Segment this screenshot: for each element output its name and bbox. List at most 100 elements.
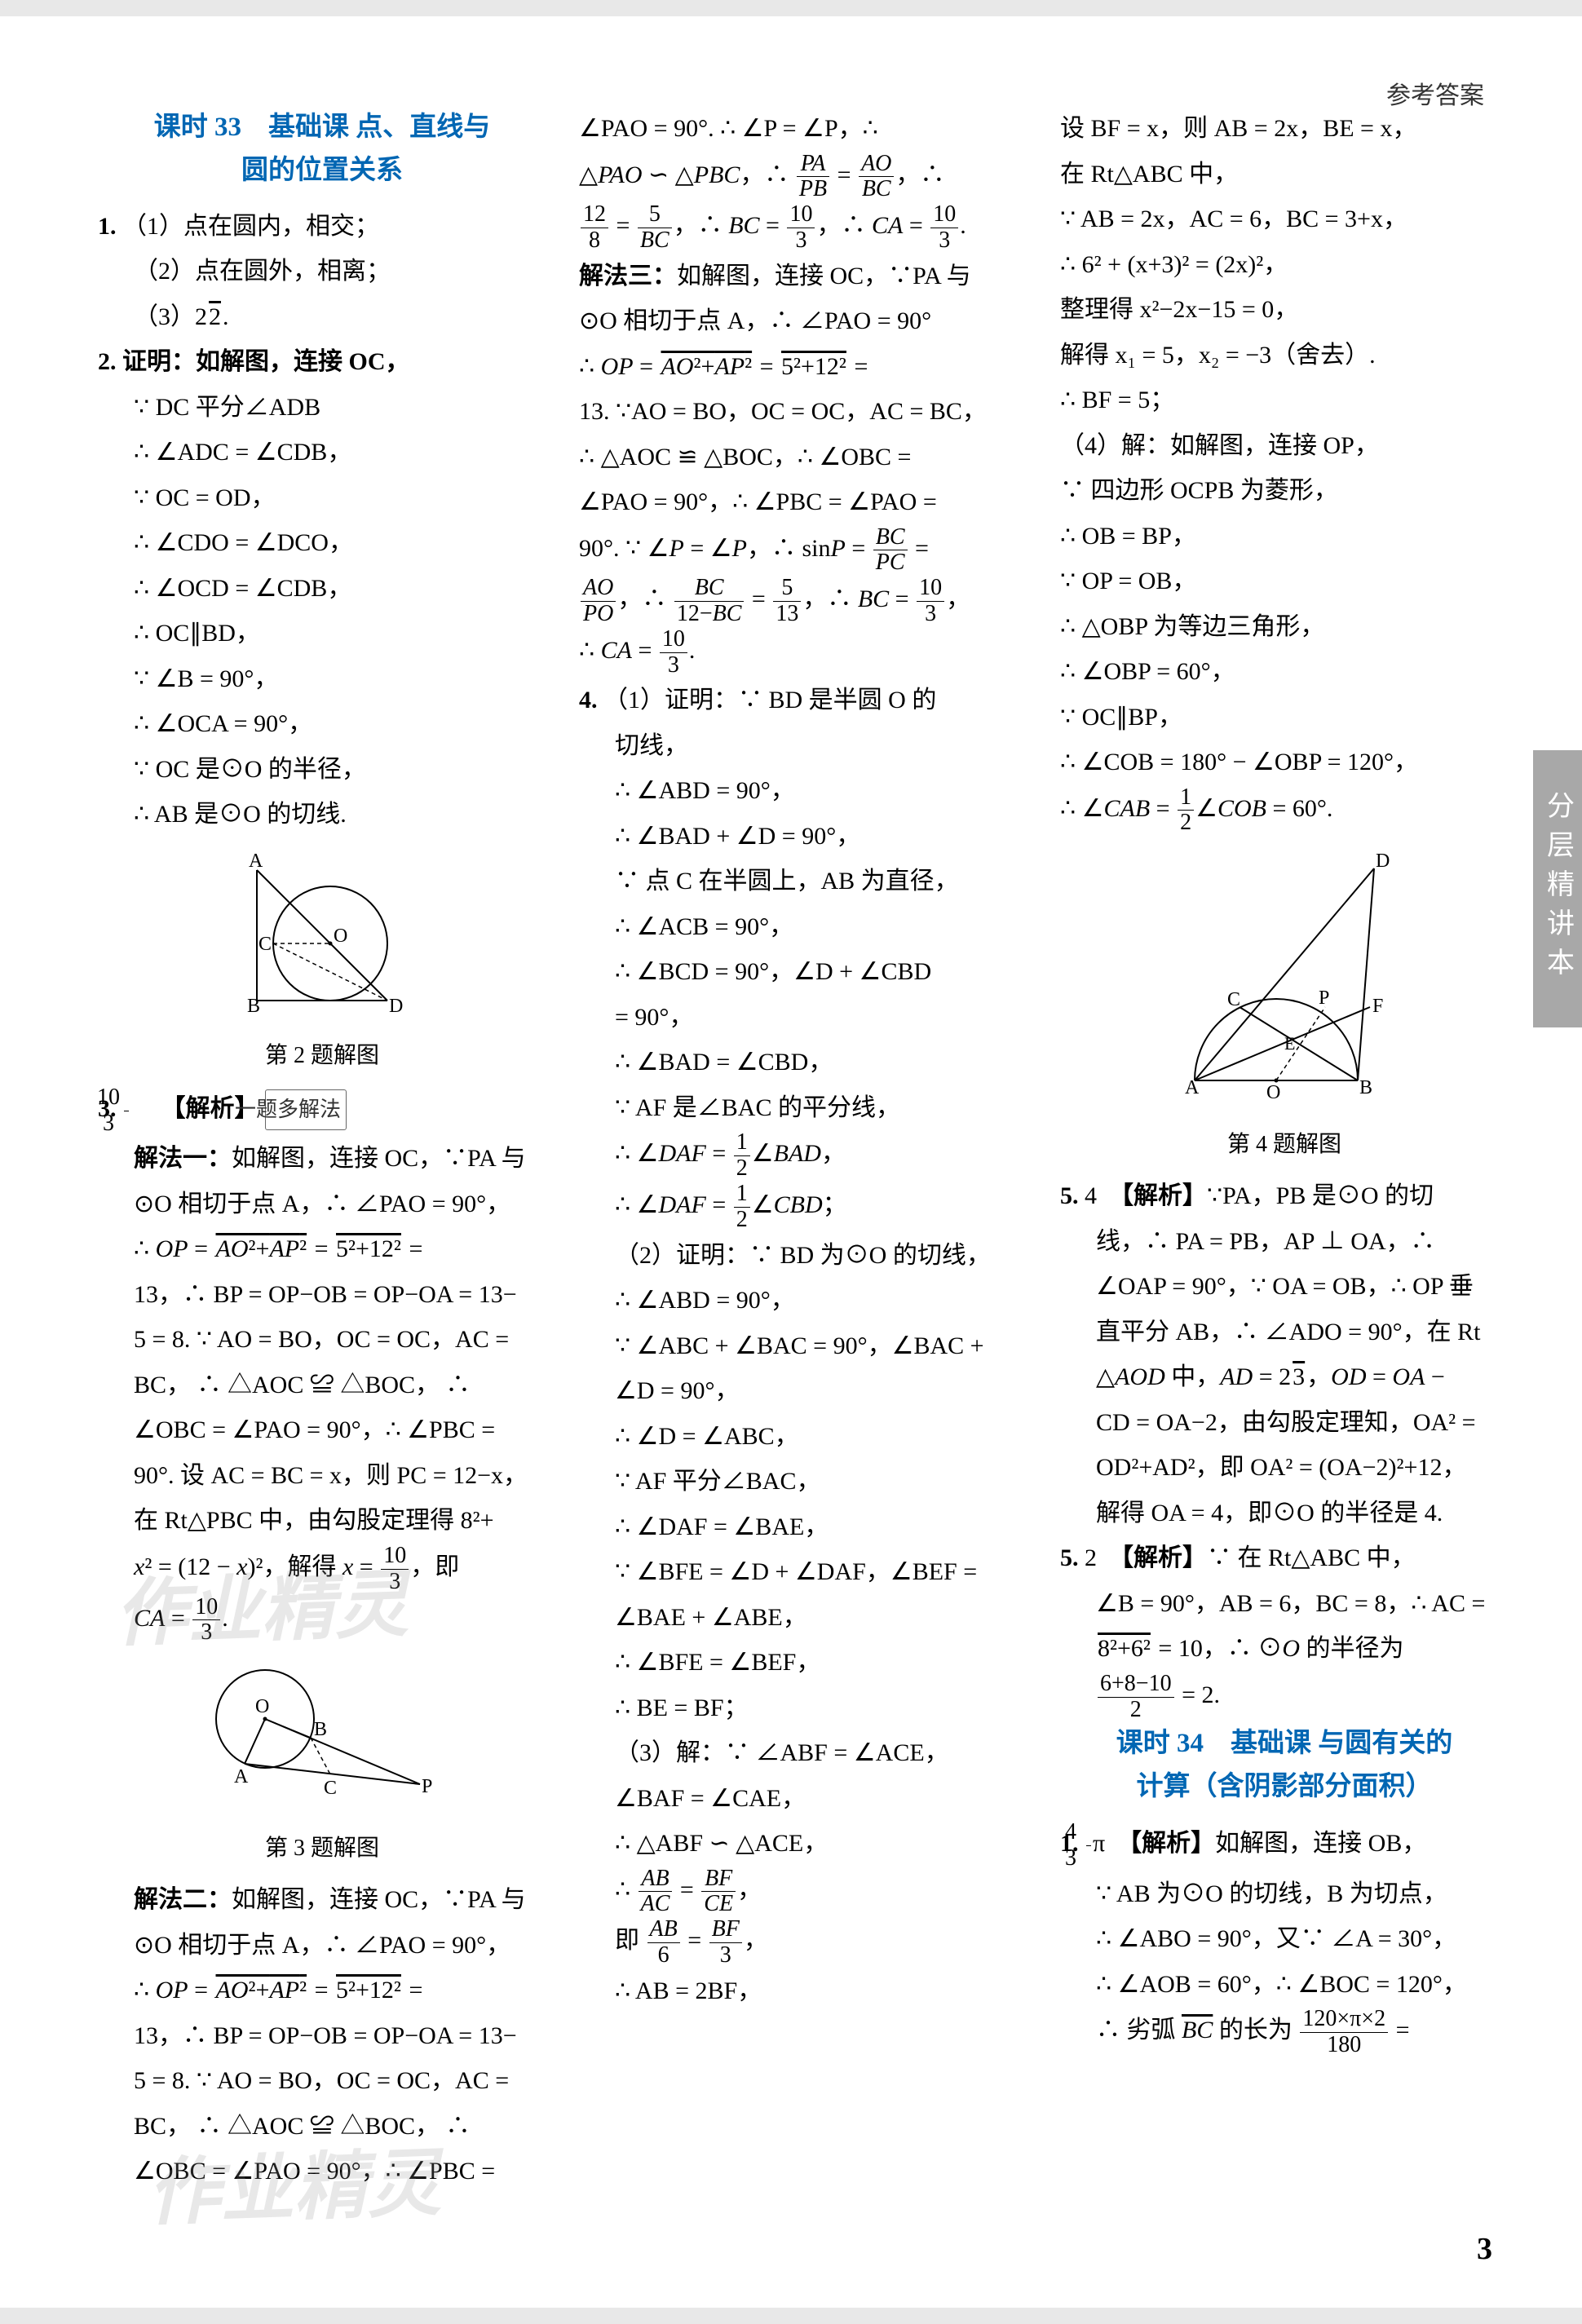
svg-text:B: B xyxy=(247,996,260,1017)
text: ∵ 点 C 在半圆上，AB 为直径， xyxy=(579,859,1027,904)
text: ∴ OP = AO²+AP² = 5²+12² = xyxy=(98,1226,546,1272)
figure-2: A B C D O 第 2 题解图 xyxy=(98,846,546,1077)
text: 切线， xyxy=(579,723,1027,769)
text: ∴ AB 是⊙O 的切线. xyxy=(98,792,546,837)
text: ∴ △OBP 为等边三角形， xyxy=(1060,604,1509,650)
text: ∴ △ABF ∽ △ACE， xyxy=(579,1821,1027,1867)
text: （2）点在圆外，相离； xyxy=(98,249,546,294)
svg-text:B: B xyxy=(314,1719,327,1740)
text: ∴ ∠D = ∠ABC， xyxy=(579,1414,1027,1460)
text: （4）解：如解图，连接 OP， xyxy=(1060,423,1509,469)
text: ∴ OP = AO²+AP² = 5²+12² = xyxy=(579,344,1027,390)
title-line: 计算（含阴影部分面积） xyxy=(1137,1772,1433,1801)
text: 解得 x₁ = 5，x₂ = −3（舍去）. xyxy=(1060,333,1509,378)
method-head: 解法一： xyxy=(134,1145,232,1172)
item: 1. （1）点在圆内，相交； xyxy=(98,204,546,250)
text: ∵ ∠ABC + ∠BAC = 90°，∠BAC + xyxy=(579,1323,1027,1369)
text: ∵ AB = 2x，AC = 6，BC = 3+x， xyxy=(1060,197,1509,242)
text: ∵ OC 是⊙O 的半径， xyxy=(98,747,546,793)
svg-text:F: F xyxy=(1372,996,1383,1017)
text: 6+8−102 = 2. xyxy=(1060,1672,1509,1723)
text: 线，∴ PA = PB，AP ⊥ OA，∴ xyxy=(1060,1219,1509,1265)
text: ∵ AB 为⊙O 的切线，B 为切点， xyxy=(1060,1871,1509,1917)
text: 13，∴ BP = OP−OB = OP−OA = 13− xyxy=(98,1272,546,1318)
method-head: 解法二： xyxy=(134,1886,232,1913)
title-line: 课时 33 基础课 点、直线与 xyxy=(154,113,491,142)
text: ∵ OP = OB， xyxy=(1060,559,1509,604)
text: 8²+6² = 10，∴ ⊙O 的半径为 xyxy=(1060,1626,1509,1672)
text: ∴ ∠OCD = ∠CDB， xyxy=(98,566,546,612)
content-columns: 课时 33 基础课 点、直线与 圆的位置关系 1. （1）点在圆内，相交； （2… xyxy=(98,106,1517,2194)
text: ∠BAE + ∠ABE， xyxy=(579,1595,1027,1641)
svg-text:P: P xyxy=(1319,987,1329,1009)
text: ∴ OC∥BD， xyxy=(98,611,546,656)
text: ∵ 四边形 OCPB 为菱形， xyxy=(1060,468,1509,514)
column-2: ∠PAO = 90°. ∴ ∠P = ∠P，∴ △PAO ∽ △PBC，∴ PA… xyxy=(579,106,1027,2194)
text: （3）22. xyxy=(98,294,546,340)
tag: 【解析】 xyxy=(1121,1544,1207,1571)
text: ∴ ∠DAF = 12∠BAD， xyxy=(579,1130,1027,1182)
svg-text:D: D xyxy=(1376,851,1390,872)
text: ∴ ∠CDO = ∠DCO， xyxy=(98,520,546,566)
text: 如解图，连接 OC，∵PA 与 xyxy=(232,1886,526,1913)
svg-text:A: A xyxy=(1185,1077,1200,1098)
fig-caption: 第 2 题解图 xyxy=(98,1035,546,1077)
section-33-title: 课时 33 基础课 点、直线与 圆的位置关系 xyxy=(98,106,546,192)
tag: 【解析】 xyxy=(1129,1830,1215,1857)
text: ∴ CA = 103. xyxy=(579,627,1027,678)
text: BC， ∴ △AOC ≌ △BOC， ∴ xyxy=(98,2104,546,2149)
text: ∴ ∠COB = 180° − ∠OBP = 120°， xyxy=(1060,740,1509,785)
text: ∴ 6² + (x+3)² = (2x)²， xyxy=(1060,242,1509,288)
text: ∴ OP = AO²+AP² = 5²+12² = xyxy=(98,1968,546,2013)
text: 90°. ∵ ∠P = ∠P，∴ sinP = BCPC = xyxy=(579,525,1027,577)
svg-text:C: C xyxy=(1227,989,1240,1010)
text: ∵ ∠BFE = ∠D + ∠DAF，∠BEF = xyxy=(579,1549,1027,1595)
title-line: 课时 34 基础课 与圆有关的 xyxy=(1116,1729,1453,1758)
figure-3: O A B C P 第 3 题解图 xyxy=(98,1654,546,1869)
text: 13. ∵AO = BO，OC = OC，AC = BC， xyxy=(579,389,1027,435)
text: 在 Rt△ABC 中， xyxy=(1060,152,1509,197)
svg-text:C: C xyxy=(259,934,272,955)
column-3: 设 BF = x，则 AB = 2x，BE = x， 在 Rt△ABC 中， ∵… xyxy=(1060,106,1509,2194)
text: ⊙O 相切于点 A，∴ ∠PAO = 90°， xyxy=(98,1182,546,1227)
text: ∠PAO = 90°. ∴ ∠P = ∠P，∴ xyxy=(579,106,1027,152)
text: ∵PA，PB 是⊙O 的切 xyxy=(1207,1182,1434,1209)
text: ∠B = 90°，AB = 6，BC = 8，∴ AC = xyxy=(1060,1581,1509,1627)
text: ∴ AB = 2BF， xyxy=(579,1968,1027,2014)
text: ∴ BE = BF； xyxy=(579,1686,1027,1731)
text: ⊙O 相切于点 A，∴ ∠PAO = 90°， xyxy=(98,1923,546,1968)
text: 整理得 x²−2x−15 = 0， xyxy=(1060,287,1509,333)
text: ∴ ∠BFE = ∠BEF， xyxy=(579,1640,1027,1686)
text: ∴ ∠ABD = 90°， xyxy=(579,768,1027,814)
text: 5 = 8. ∵ AO = BO，OC = OC，AC = xyxy=(98,1317,546,1363)
text: ∵ 在 Rt△ABC 中， xyxy=(1207,1544,1416,1571)
text: ∴ ∠ACB = 90°， xyxy=(579,904,1027,950)
text: （2）证明：∵ BD 为⊙O 的切线， xyxy=(579,1233,1027,1279)
text: ∴ ∠ABO = 90°，又∵ ∠A = 30°， xyxy=(1060,1916,1509,1962)
text: ∵ AF 平分∠BAC， xyxy=(579,1459,1027,1504)
text: 解法二：如解图，连接 OC，∵PA 与 xyxy=(98,1877,546,1923)
item-num: 5. xyxy=(1060,1544,1079,1571)
text: 直平分 AB，∴ ∠ADO = 90°，在 Rt xyxy=(1060,1310,1509,1355)
svg-text:E: E xyxy=(1284,1033,1295,1054)
text: 5 = 8. ∵ AO = BO，OC = OC，AC = xyxy=(98,2058,546,2104)
text: AOPO，∴ BC12−BC = 513，∴ BC = 103， xyxy=(579,576,1027,627)
text: 解法一：如解图，连接 OC，∵PA 与 xyxy=(98,1136,546,1182)
text: （3）解：∵ ∠ABF = ∠ACE， xyxy=(579,1730,1027,1776)
text: BC， ∴ △AOC ≌ △BOC， ∴ xyxy=(98,1363,546,1408)
text: ∴ ∠DAF = 12∠CBD； xyxy=(579,1182,1027,1233)
text: ∴ ABAC = BFCE， xyxy=(579,1867,1027,1918)
text: ∴ ∠CAB = 12∠COB = 60°. xyxy=(1060,785,1509,837)
text: ∴ ∠BAD = ∠CBD， xyxy=(579,1040,1027,1085)
item-num: 4. xyxy=(579,687,598,714)
svg-text:O: O xyxy=(334,926,347,947)
text: ∠PAO = 90°，∴ ∠PBC = ∠PAO = xyxy=(579,479,1027,525)
text: 解法三：如解图，连接 OC，∵PA 与 xyxy=(579,254,1027,299)
text: △AOD 中，AD = 23，OD = OA − xyxy=(1060,1354,1509,1400)
answer: 4 xyxy=(1085,1182,1097,1209)
svg-text:D: D xyxy=(389,996,403,1017)
text: ∴ ∠ABD = 90°， xyxy=(579,1278,1027,1323)
item-num: 5. xyxy=(1060,1182,1079,1209)
text: ∴ ∠DAF = ∠BAE， xyxy=(579,1504,1027,1550)
item: 3. 103 【解析】 一题多解法 xyxy=(98,1085,546,1137)
